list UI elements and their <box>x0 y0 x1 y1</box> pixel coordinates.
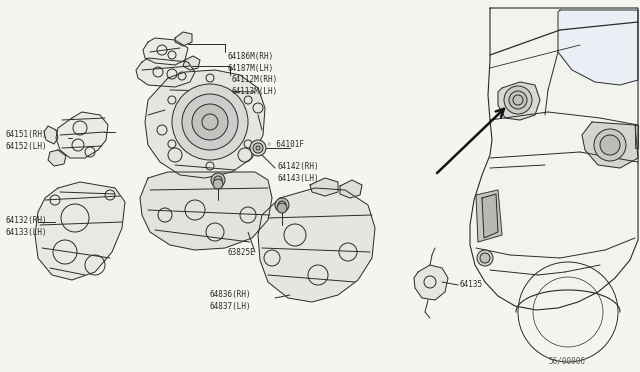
Polygon shape <box>140 172 272 250</box>
Text: ◦ 64101F: ◦ 64101F <box>267 140 304 149</box>
Polygon shape <box>258 188 375 302</box>
Text: 64142(RH)
64143(LH): 64142(RH) 64143(LH) <box>277 162 319 183</box>
Polygon shape <box>558 10 638 85</box>
Polygon shape <box>340 180 362 198</box>
Polygon shape <box>143 38 188 65</box>
Text: 56/00006: 56/00006 <box>548 356 585 365</box>
Polygon shape <box>175 32 192 46</box>
Polygon shape <box>183 56 200 70</box>
Circle shape <box>509 91 527 109</box>
Circle shape <box>277 203 287 213</box>
Polygon shape <box>498 82 540 120</box>
Text: 64132(RH)
64133(LH): 64132(RH) 64133(LH) <box>5 216 47 237</box>
Polygon shape <box>470 8 638 310</box>
Circle shape <box>477 250 493 266</box>
Polygon shape <box>482 194 498 238</box>
Text: 64112M(RH)
64113M(LH): 64112M(RH) 64113M(LH) <box>232 75 278 96</box>
Polygon shape <box>414 265 448 300</box>
Polygon shape <box>136 58 195 87</box>
Polygon shape <box>582 122 638 168</box>
Circle shape <box>275 198 289 212</box>
Circle shape <box>213 179 223 189</box>
Polygon shape <box>48 150 66 166</box>
Circle shape <box>594 129 626 161</box>
Polygon shape <box>56 112 108 158</box>
Polygon shape <box>310 178 338 196</box>
Text: 63825E: 63825E <box>228 248 256 257</box>
Text: 64836(RH)
64837(LH): 64836(RH) 64837(LH) <box>210 290 252 311</box>
Circle shape <box>192 104 228 140</box>
Text: 64135: 64135 <box>460 280 483 289</box>
Text: 64151(RH)
64152(LH): 64151(RH) 64152(LH) <box>5 130 47 151</box>
Circle shape <box>504 86 532 114</box>
Circle shape <box>211 173 225 187</box>
Polygon shape <box>35 182 125 280</box>
Circle shape <box>250 140 266 156</box>
Circle shape <box>600 135 620 155</box>
Polygon shape <box>44 126 58 144</box>
Polygon shape <box>476 190 502 242</box>
Circle shape <box>480 253 490 263</box>
Circle shape <box>253 143 263 153</box>
Polygon shape <box>635 125 638 148</box>
Text: 64186M(RH)
64187M(LH): 64186M(RH) 64187M(LH) <box>227 52 273 73</box>
Circle shape <box>182 94 238 150</box>
Polygon shape <box>145 70 265 178</box>
Circle shape <box>172 84 248 160</box>
